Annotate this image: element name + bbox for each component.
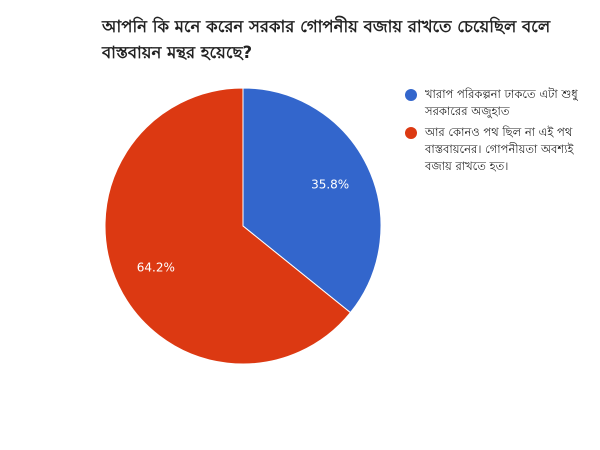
- chart-title: আপনি কি মনে করেন সরকার গোপনীয় বজায় রাখ…: [102, 17, 551, 62]
- chart-legend: খারাপ পরিকল্পনা ঢাকতে এটা শুধু সরকারের অ…: [405, 86, 595, 179]
- legend-swatch: [405, 127, 417, 139]
- pie-slice-2: [104, 87, 352, 365]
- legend-swatch: [405, 89, 417, 101]
- pie-slice-1: [242, 87, 382, 314]
- legend-item-1: খারাপ পরিকল্পনা ঢাকতে এটা শুধু সরকারের অ…: [405, 86, 595, 120]
- slice-value-label-2: 64.2%: [137, 261, 175, 275]
- legend-label: আর কোনও পথ ছিল না এই পথ বাস্তবায়নের। গো…: [425, 125, 574, 173]
- slice-value-label-1: 35.8%: [311, 177, 349, 191]
- legend-item-2: আর কোনও পথ ছিল না এই পথ বাস্তবায়নের। গো…: [405, 124, 595, 175]
- legend-label: খারাপ পরিকল্পনা ঢাকতে এটা শুধু সরকারের অ…: [425, 87, 578, 118]
